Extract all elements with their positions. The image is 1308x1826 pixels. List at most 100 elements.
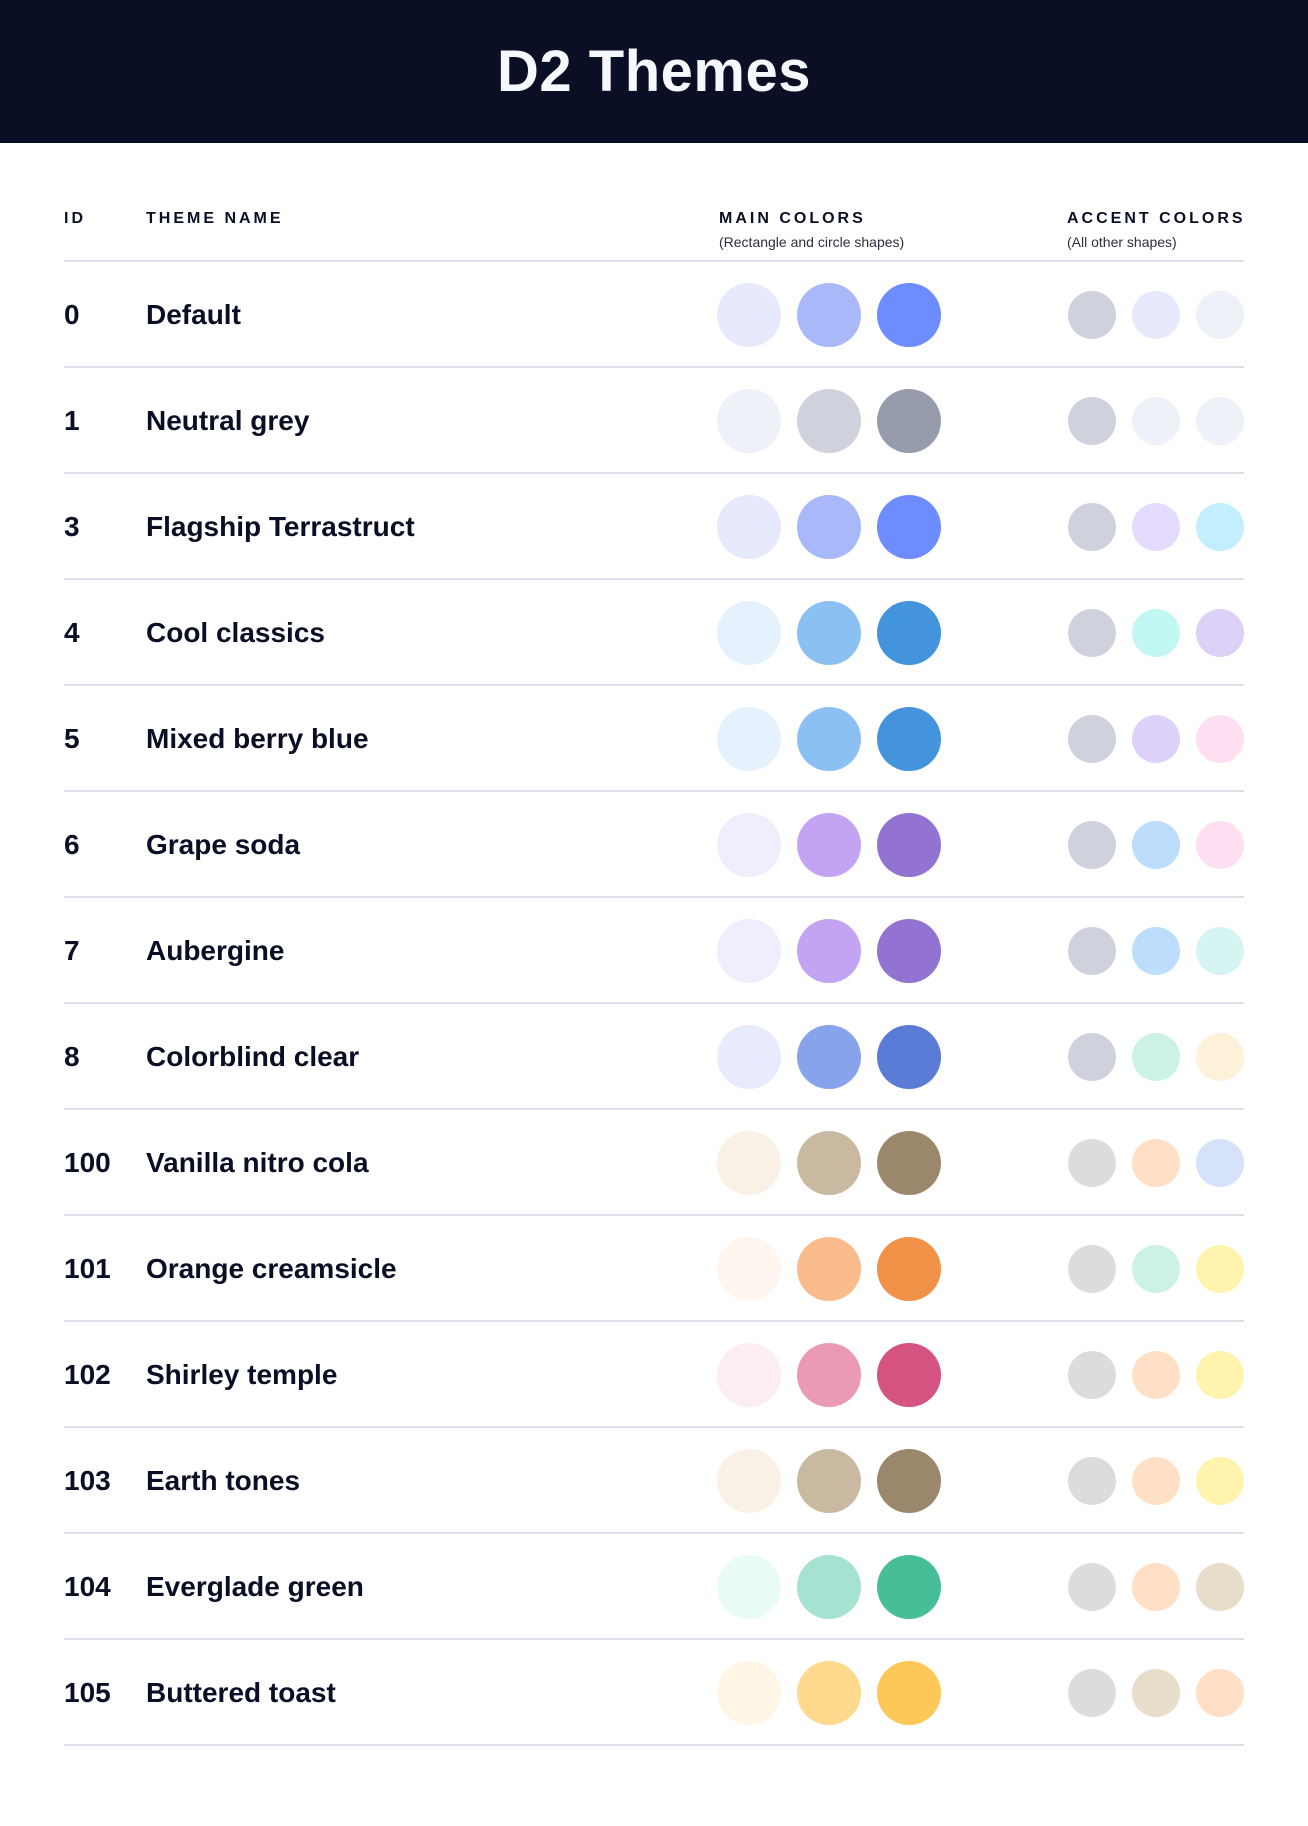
accent-color-swatch bbox=[1196, 503, 1244, 551]
row-divider bbox=[64, 684, 1244, 686]
page-header: D2 Themes bbox=[0, 0, 1308, 143]
main-color-swatch bbox=[877, 389, 941, 453]
main-color-swatch bbox=[797, 601, 861, 665]
theme-name: Shirley temple bbox=[146, 1359, 338, 1390]
row-divider bbox=[64, 1532, 1244, 1534]
accent-color-swatch bbox=[1132, 1033, 1180, 1081]
theme-id: 5 bbox=[64, 723, 80, 754]
accent-color-swatch bbox=[1196, 1457, 1244, 1505]
theme-name: Neutral grey bbox=[146, 405, 310, 436]
theme-row: 102 Shirley temple bbox=[0, 1322, 1308, 1428]
accent-color-swatch bbox=[1196, 1563, 1244, 1611]
accent-colors-subtitle: (All other shapes) bbox=[1067, 234, 1177, 250]
column-header-theme-name: THEME NAME bbox=[146, 210, 284, 227]
row-divider bbox=[64, 1638, 1244, 1640]
row-divider bbox=[64, 472, 1244, 474]
row-divider bbox=[64, 896, 1244, 898]
main-color-swatch bbox=[877, 495, 941, 559]
main-color-swatch bbox=[717, 495, 781, 559]
accent-color-swatch bbox=[1196, 1669, 1244, 1717]
theme-row: 5 Mixed berry blue bbox=[0, 686, 1308, 792]
theme-id: 0 bbox=[64, 299, 80, 330]
accent-color-swatch bbox=[1196, 1033, 1244, 1081]
theme-id: 100 bbox=[64, 1147, 111, 1178]
accent-color-swatch bbox=[1196, 291, 1244, 339]
theme-name: Flagship Terrastruct bbox=[146, 511, 415, 542]
accent-color-swatch bbox=[1132, 291, 1180, 339]
main-color-swatch bbox=[877, 1237, 941, 1301]
accent-color-swatch bbox=[1068, 1669, 1116, 1717]
main-color-swatch bbox=[877, 1131, 941, 1195]
accent-color-swatch bbox=[1132, 1563, 1180, 1611]
main-color-swatch bbox=[797, 1025, 861, 1089]
accent-color-swatch bbox=[1132, 1245, 1180, 1293]
theme-row: 6 Grape soda bbox=[0, 792, 1308, 898]
main-color-swatch bbox=[797, 1237, 861, 1301]
main-color-swatch bbox=[717, 1555, 781, 1619]
theme-name: Default bbox=[146, 299, 241, 330]
accent-color-swatch bbox=[1068, 1351, 1116, 1399]
accent-color-swatch bbox=[1068, 609, 1116, 657]
column-header-id: ID bbox=[64, 210, 86, 227]
theme-name: Earth tones bbox=[146, 1465, 301, 1496]
theme-name: Cool classics bbox=[146, 617, 325, 648]
accent-color-swatch bbox=[1068, 503, 1116, 551]
row-divider bbox=[64, 1320, 1244, 1322]
main-color-swatch bbox=[877, 1555, 941, 1619]
theme-name: Vanilla nitro cola bbox=[146, 1147, 369, 1178]
main-color-swatch bbox=[877, 1343, 941, 1407]
accent-color-swatch bbox=[1196, 1245, 1244, 1293]
accent-color-swatch bbox=[1068, 1457, 1116, 1505]
main-color-swatch bbox=[877, 707, 941, 771]
accent-color-swatch bbox=[1132, 715, 1180, 763]
main-color-swatch bbox=[717, 919, 781, 983]
accent-color-swatch bbox=[1196, 715, 1244, 763]
accent-color-swatch bbox=[1196, 927, 1244, 975]
accent-color-swatch bbox=[1196, 821, 1244, 869]
theme-id: 8 bbox=[64, 1041, 80, 1072]
main-color-swatch bbox=[797, 1343, 861, 1407]
main-color-swatch bbox=[717, 1343, 781, 1407]
main-color-swatch bbox=[877, 1449, 941, 1513]
accent-color-swatch bbox=[1068, 927, 1116, 975]
accent-color-swatch bbox=[1132, 1669, 1180, 1717]
accent-color-swatch bbox=[1068, 1033, 1116, 1081]
main-color-swatch bbox=[797, 919, 861, 983]
theme-row: 104 Everglade green bbox=[0, 1534, 1308, 1640]
main-color-swatch bbox=[717, 601, 781, 665]
accent-color-swatch bbox=[1132, 503, 1180, 551]
main-color-swatch bbox=[717, 283, 781, 347]
accent-color-swatch bbox=[1132, 821, 1180, 869]
main-colors-subtitle: (Rectangle and circle shapes) bbox=[719, 234, 905, 250]
main-color-swatch bbox=[797, 389, 861, 453]
main-color-swatch bbox=[797, 283, 861, 347]
accent-color-swatch bbox=[1196, 609, 1244, 657]
theme-id: 105 bbox=[64, 1677, 111, 1708]
main-color-swatch bbox=[717, 813, 781, 877]
main-color-swatch bbox=[877, 1661, 941, 1725]
theme-id: 104 bbox=[64, 1571, 111, 1602]
accent-color-swatch bbox=[1132, 609, 1180, 657]
accent-color-swatch bbox=[1132, 1457, 1180, 1505]
row-divider bbox=[64, 260, 1244, 262]
theme-name: Orange creamsicle bbox=[146, 1253, 397, 1284]
main-color-swatch bbox=[797, 495, 861, 559]
main-color-swatch bbox=[797, 813, 861, 877]
main-color-swatch bbox=[717, 1449, 781, 1513]
theme-id: 4 bbox=[64, 617, 80, 648]
row-divider bbox=[64, 1426, 1244, 1428]
main-color-swatch bbox=[717, 1661, 781, 1725]
row-divider bbox=[64, 1744, 1244, 1746]
accent-color-swatch bbox=[1068, 1563, 1116, 1611]
accent-color-swatch bbox=[1132, 1351, 1180, 1399]
theme-name: Everglade green bbox=[146, 1571, 364, 1602]
theme-row: 100 Vanilla nitro cola bbox=[0, 1110, 1308, 1216]
theme-row: 8 Colorblind clear bbox=[0, 1004, 1308, 1110]
accent-color-swatch bbox=[1068, 291, 1116, 339]
main-color-swatch bbox=[717, 389, 781, 453]
main-color-swatch bbox=[877, 601, 941, 665]
theme-row: 7 Aubergine bbox=[0, 898, 1308, 1004]
column-header-accent-colors: ACCENT COLORS bbox=[1067, 210, 1246, 227]
accent-color-swatch bbox=[1068, 821, 1116, 869]
theme-row: 101 Orange creamsicle bbox=[0, 1216, 1308, 1322]
